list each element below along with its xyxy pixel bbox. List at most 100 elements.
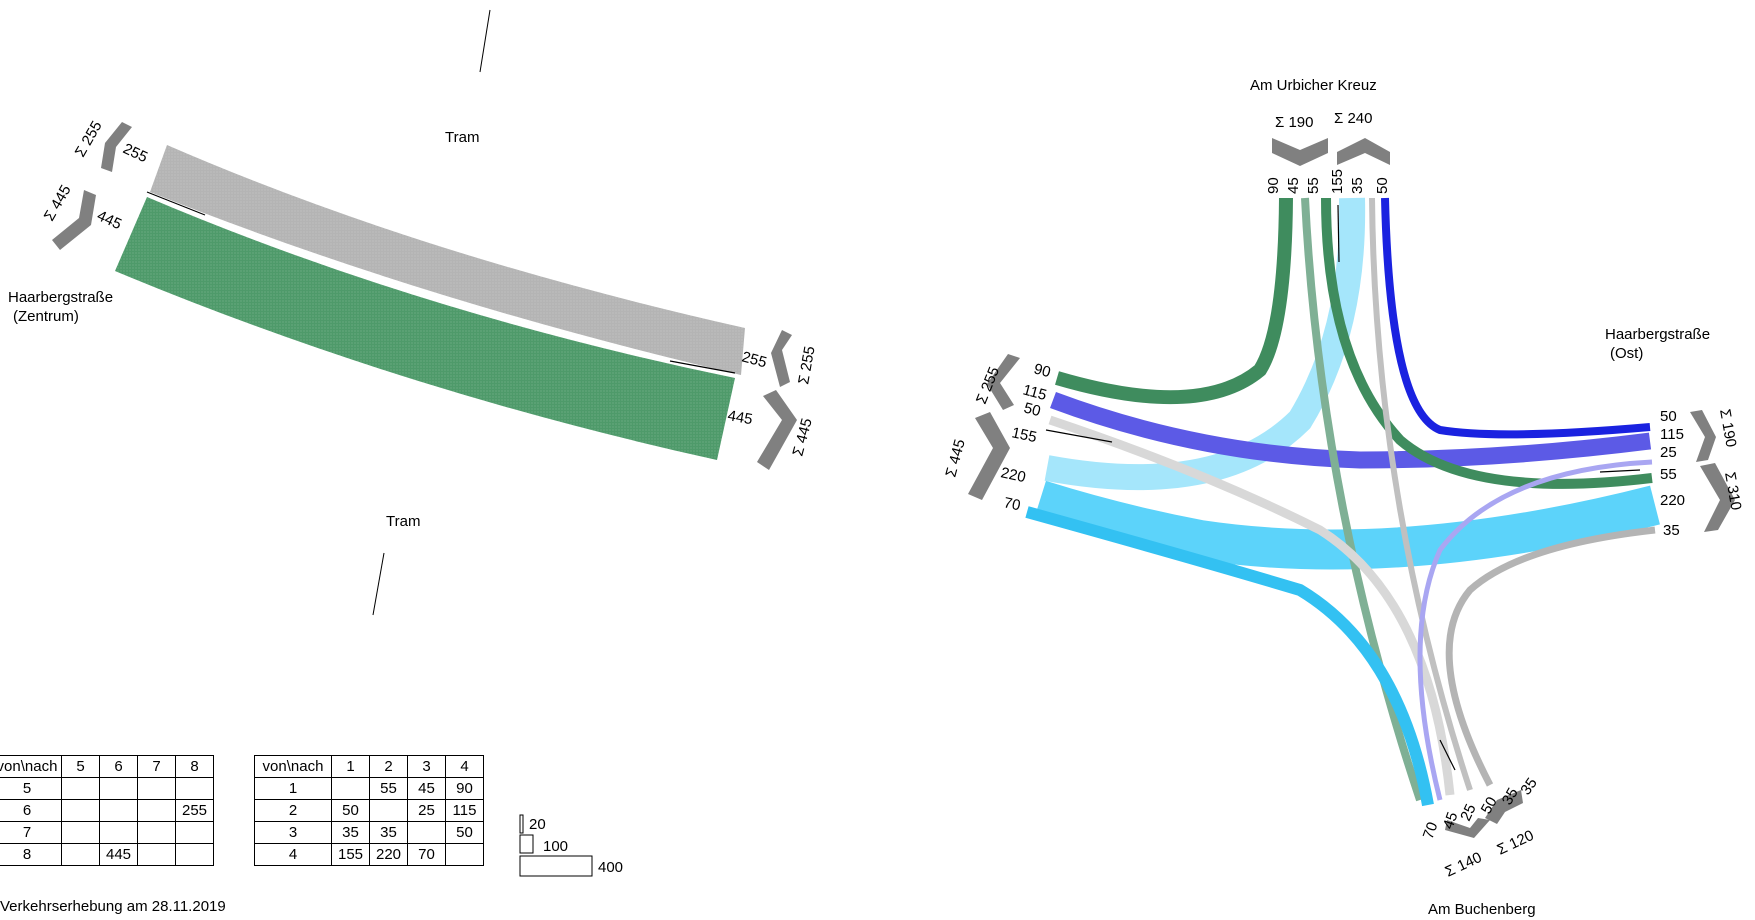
table-row: 1 55 45 90 xyxy=(254,777,484,800)
table-cell: 4 xyxy=(445,755,484,778)
table-cell: 70 xyxy=(407,843,446,866)
table-cell: 90 xyxy=(445,777,484,800)
north-value-4: 35 xyxy=(1349,177,1366,194)
table-cell: 35 xyxy=(331,821,370,844)
label-south: Am Buchenberg xyxy=(1428,901,1536,918)
sum-north-in: Σ 190 xyxy=(1275,114,1313,131)
south-value-4: 35 xyxy=(1499,785,1522,808)
marker-east xyxy=(1599,469,1641,473)
table-cell xyxy=(331,777,370,800)
value-west-bottom: 445 xyxy=(94,207,124,233)
label-east-2: (Ost) xyxy=(1610,345,1643,362)
south-value-0: 70 xyxy=(1420,820,1442,841)
table-row: 3 35 35 50 xyxy=(254,821,484,844)
flow-w-e-115 xyxy=(1050,392,1652,469)
value-west-top: 255 xyxy=(120,140,150,166)
west-value-0: 90 xyxy=(1032,360,1053,381)
sum-south-out: Σ 140 xyxy=(1443,849,1485,881)
flow-n-e-55 xyxy=(1321,197,1653,489)
survey-date-footer: Verkehrserhebung am 28.11.2019 xyxy=(0,898,226,915)
band-green-445-texture xyxy=(115,197,735,460)
table-cell: 35 xyxy=(369,821,408,844)
sum-west-out: Σ 445 xyxy=(942,437,968,479)
table-cell xyxy=(61,821,100,844)
scale-label-400: 400 xyxy=(598,859,623,876)
sum-north-out: Σ 240 xyxy=(1334,110,1372,127)
scale-box-400 xyxy=(519,855,593,877)
table-cell: 6 xyxy=(0,799,62,822)
chevron-west-top xyxy=(101,122,132,172)
south-value-3: 50 xyxy=(1478,794,1501,817)
band-gray-255-texture xyxy=(150,145,745,375)
left-diagram: Tram Tram Haarbergstraße (Zentrum) Σ 255… xyxy=(8,9,819,616)
tram-track-top xyxy=(479,9,491,73)
sum-west-top: Σ 255 xyxy=(72,118,106,160)
scale-label-100: 100 xyxy=(543,838,568,855)
marker-south xyxy=(1439,739,1456,771)
table-cell xyxy=(99,821,138,844)
table-row: 6 255 xyxy=(0,799,214,822)
flow-n-w-155 xyxy=(1044,197,1366,491)
table-cell: 6 xyxy=(99,755,138,778)
chevron-south-in xyxy=(1485,790,1523,824)
flow-e-n-50 xyxy=(1381,197,1651,439)
chevron-east-top xyxy=(771,330,792,387)
flow-n-s-45 xyxy=(1301,197,1424,802)
west-value-1: 115 xyxy=(1021,381,1049,404)
table-row: 5 xyxy=(0,777,214,800)
table-cell: 255 xyxy=(175,799,214,822)
chevron-east-out xyxy=(1690,410,1716,462)
table-cell: 155 xyxy=(331,843,370,866)
sum-east-in: Σ 310 xyxy=(1721,471,1744,512)
table-cell: 5 xyxy=(0,777,62,800)
table-cell: 7 xyxy=(137,755,176,778)
table-cell: 3 xyxy=(407,755,446,778)
west-value-5: 70 xyxy=(1002,494,1022,514)
chevron-west-bottom xyxy=(52,190,96,250)
west-value-2: 50 xyxy=(1022,399,1043,420)
table-row: 7 xyxy=(0,821,214,844)
scale-box-100 xyxy=(519,834,534,854)
table-cell: 2 xyxy=(254,799,332,822)
north-value-3: 155 xyxy=(1329,169,1346,194)
scale-box-20 xyxy=(519,814,524,834)
table-cell: von\nach xyxy=(254,755,332,778)
chevron-east-bottom xyxy=(757,390,797,470)
od-table-left: von\nach 5 6 7 8 5 6 255 7 8 445 xyxy=(0,755,214,866)
table-cell: von\nach xyxy=(0,755,62,778)
label-tram-bottom: Tram xyxy=(386,513,420,530)
table-cell: 50 xyxy=(445,821,484,844)
od-table-right: von\nach 1 2 3 4 1 55 45 90 2 50 25 115 3 35 35 50 4 155 22… xyxy=(254,755,484,866)
table-cell xyxy=(99,777,138,800)
sum-east-top: Σ 255 xyxy=(795,345,818,386)
table-cell xyxy=(61,777,100,800)
tram-track-bottom xyxy=(372,552,385,616)
separator-west xyxy=(146,191,206,216)
table-cell: 50 xyxy=(331,799,370,822)
flow-w-n-90 xyxy=(1055,197,1293,405)
sum-south-in: Σ 120 xyxy=(1495,827,1537,859)
right-diagram xyxy=(1025,197,1660,807)
chevron-west-out xyxy=(968,412,1010,500)
west-value-4: 220 xyxy=(999,464,1027,486)
table-cell: 445 xyxy=(99,843,138,866)
scale-label-20: 20 xyxy=(529,816,546,833)
table-cell: 1 xyxy=(331,755,370,778)
label-haarberg-zentrum-2: (Zentrum) xyxy=(13,308,79,325)
table-cell xyxy=(445,843,484,866)
table-cell: 45 xyxy=(407,777,446,800)
right-chevrons xyxy=(968,138,1735,838)
south-value-1: 45 xyxy=(1440,810,1462,831)
north-value-2: 55 xyxy=(1305,177,1322,194)
table-cell: 7 xyxy=(0,821,62,844)
north-value-1: 45 xyxy=(1285,177,1302,194)
north-value-5: 50 xyxy=(1374,177,1391,194)
table-row: 2 50 25 115 xyxy=(254,799,484,822)
sum-east-out: Σ 190 xyxy=(1716,408,1739,449)
table-row: 4 155 220 70 xyxy=(254,843,484,866)
table-cell: 220 xyxy=(369,843,408,866)
scale-legend: 20 100 400 xyxy=(519,814,623,877)
chevron-south-out xyxy=(1445,818,1490,838)
table-cell xyxy=(407,821,446,844)
